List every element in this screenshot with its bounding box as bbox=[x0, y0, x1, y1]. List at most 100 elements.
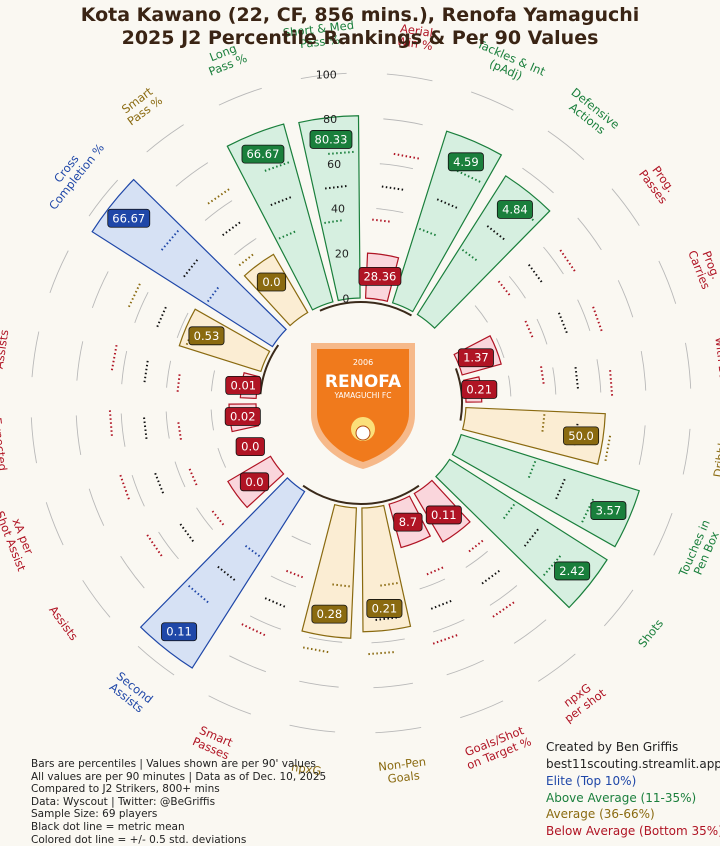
grid-arc bbox=[30, 417, 37, 464]
category-label: Assists bbox=[46, 603, 81, 643]
dot-line bbox=[393, 152, 420, 160]
dot-line bbox=[424, 566, 444, 577]
dot-line bbox=[143, 359, 149, 383]
dot-line bbox=[127, 282, 142, 308]
svg-text:4.84: 4.84 bbox=[502, 203, 528, 217]
grid-arc bbox=[653, 513, 673, 556]
grid-arc bbox=[386, 73, 433, 82]
grid-arc bbox=[175, 162, 209, 187]
grid-arc bbox=[217, 447, 227, 468]
grid-arc bbox=[433, 619, 465, 633]
grid-arc bbox=[300, 72, 347, 79]
value-label: 0.02 bbox=[224, 407, 261, 426]
dot-line bbox=[501, 503, 516, 521]
radial-tick-label: 60 bbox=[327, 158, 341, 171]
dot-line bbox=[574, 366, 580, 390]
dot-line bbox=[210, 509, 225, 526]
grid-arc bbox=[513, 619, 547, 644]
crest-sub: YAMAGUCHI FC bbox=[334, 391, 392, 400]
legend-above-average: Above Average (11-35%) bbox=[546, 790, 697, 805]
dot-line bbox=[592, 306, 603, 332]
value-label: 4.59 bbox=[447, 152, 484, 172]
dot-line bbox=[243, 543, 261, 558]
dot-line bbox=[527, 460, 537, 480]
grid-arc bbox=[419, 578, 446, 590]
dot-line bbox=[367, 651, 394, 656]
dot-line bbox=[418, 227, 438, 237]
radial-tick-labels: 0 20 40 60 80 100 bbox=[316, 68, 350, 305]
value-label: 0.01 bbox=[225, 376, 262, 395]
grid-arc bbox=[31, 331, 40, 378]
grid-arc bbox=[376, 208, 404, 214]
dot-line bbox=[302, 646, 329, 654]
grid-arc bbox=[270, 575, 297, 588]
crest-year: 2006 bbox=[353, 358, 373, 367]
grid-arc bbox=[371, 638, 405, 644]
grid-arc bbox=[522, 167, 554, 194]
svg-text:0.0: 0.0 bbox=[241, 440, 259, 454]
svg-text:Goals: Goals bbox=[387, 768, 421, 786]
inner-arc bbox=[302, 484, 420, 505]
dot-line bbox=[557, 312, 569, 335]
dot-line bbox=[156, 305, 168, 328]
grid-arc bbox=[88, 488, 105, 526]
value-label: 0.11 bbox=[161, 622, 198, 642]
grid-arc bbox=[596, 359, 602, 393]
category-label: ShotAssists bbox=[0, 329, 11, 370]
grid-arc bbox=[234, 238, 257, 256]
grid-arc bbox=[685, 342, 692, 389]
dot-line bbox=[160, 229, 180, 251]
inner-arc bbox=[319, 301, 412, 317]
radial-tick-label: 40 bbox=[331, 203, 345, 216]
tier-legend: Elite (Top 10%) Above Average (11-35%) A… bbox=[546, 773, 720, 839]
dot-line bbox=[119, 474, 130, 500]
svg-text:28.36: 28.36 bbox=[363, 269, 396, 283]
dot-line bbox=[110, 344, 118, 371]
chart-title: Kota Kawano (22, CF, 856 mins.), Renofa … bbox=[0, 4, 720, 50]
grid-arc bbox=[131, 475, 145, 507]
grid-arc bbox=[121, 350, 128, 385]
value-label: 50.0 bbox=[563, 426, 600, 446]
svg-text:0.0: 0.0 bbox=[245, 475, 263, 489]
svg-text:2.42: 2.42 bbox=[559, 564, 585, 578]
value-label: 1.37 bbox=[457, 348, 494, 368]
dot-line bbox=[145, 533, 163, 557]
dot-line bbox=[284, 569, 304, 579]
dot-line bbox=[324, 219, 344, 224]
dot-line bbox=[378, 582, 398, 587]
svg-text:Assists: Assists bbox=[46, 603, 81, 643]
category-label: Prog.Carries bbox=[685, 248, 720, 291]
dot-line bbox=[177, 420, 182, 440]
dot-line bbox=[497, 280, 512, 297]
svg-text:0.0: 0.0 bbox=[262, 275, 280, 289]
grid-arc bbox=[158, 531, 179, 560]
grid-arc bbox=[204, 200, 233, 221]
svg-text:0.21: 0.21 bbox=[466, 383, 492, 397]
grid-arc bbox=[375, 727, 422, 734]
dot-line bbox=[609, 370, 614, 397]
grid-arc bbox=[166, 360, 172, 388]
svg-text:1.37: 1.37 bbox=[463, 351, 489, 365]
category-label: Accelerationwith Ball bbox=[712, 337, 720, 388]
grid-arc bbox=[210, 409, 214, 431]
svg-text:Assists: Assists bbox=[0, 329, 11, 370]
category-label: DribbleSuccess % bbox=[711, 435, 720, 478]
value-label: 28.36 bbox=[358, 267, 402, 286]
percentile-bar bbox=[391, 130, 503, 313]
credit: Created by Ben Griffis best11scouting.st… bbox=[546, 739, 720, 773]
value-label: 0.11 bbox=[425, 505, 462, 525]
grid-arc bbox=[617, 280, 634, 318]
dot-line bbox=[238, 252, 255, 267]
dot-line bbox=[528, 264, 544, 284]
dot-line bbox=[432, 634, 458, 645]
category-label: Prog.Passes bbox=[636, 163, 678, 206]
svg-text:4.59: 4.59 bbox=[453, 155, 479, 169]
grid-arc bbox=[91, 271, 109, 309]
dot-line bbox=[541, 414, 546, 434]
